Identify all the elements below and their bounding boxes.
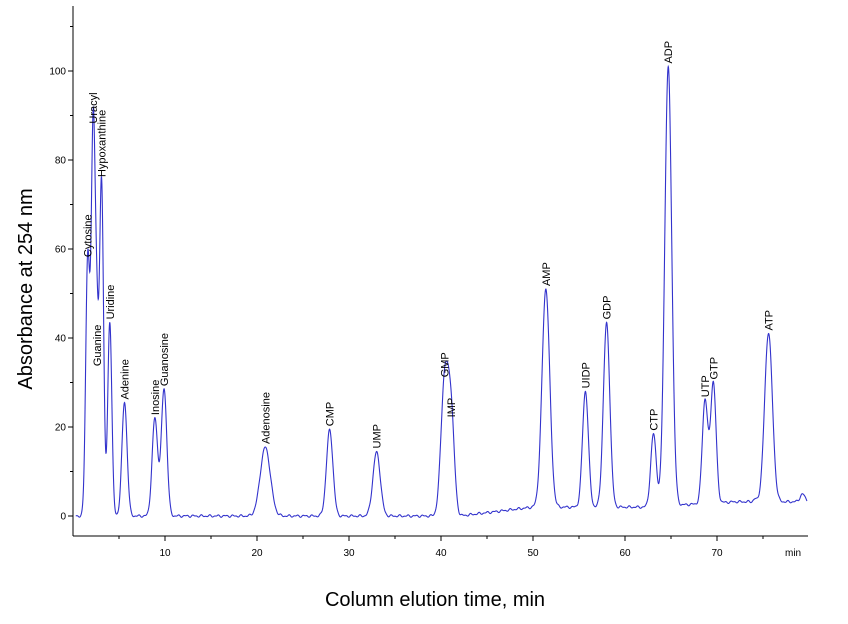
peak-label-atp: ATP [764,310,776,331]
y-tick-label: 80 [55,156,67,167]
x-axis-title: Column elution time, min [325,589,545,611]
peak-label-hypoxanthine: Hypoxanthine [97,110,109,177]
peak-label-imp: IMP [446,398,458,418]
x-tick-label: 70 [711,548,723,559]
peak-label-ctp: CTP [649,409,661,431]
peak-label-cmp: CMP [325,402,337,426]
y-tick-label: 20 [55,423,67,434]
peak-label-inosine: Inosine [150,380,162,415]
peak-label-cytosine: Cytosine [83,214,95,257]
y-axis-title: Absorbance at 254 nm [15,188,37,389]
x-tick-label: 60 [619,548,631,559]
peak-label-uidp: UIDP [580,362,592,388]
peak-label-ump: UMP [372,424,384,448]
x-tick-label: 50 [527,548,539,559]
x-tick-label: 40 [435,548,447,559]
x-tick-label: 30 [343,548,355,559]
y-ticks: 0 20 40 60 80 100 [49,26,73,523]
x-unit-label: min [785,548,801,559]
y-tick-label: 60 [55,245,67,256]
x-tick-label: 10 [159,548,171,559]
peak-label-utp: UTP [700,375,712,397]
peak-label-guanine: Guanine [92,325,104,367]
peak-label-gmp: GMP [440,352,452,377]
peak-label-adenosine: Adenosine [260,392,272,444]
peak-label-guanosine: Guanosine [159,333,171,386]
peak-label-adp: ADP [663,41,675,64]
peak-label-uracyl: Uracyl [88,92,100,123]
y-tick-label: 40 [55,334,67,345]
y-tick-label: 0 [60,512,66,523]
x-tick-label: 20 [251,548,263,559]
y-tick-label: 100 [49,67,66,78]
peak-label-adenine: Adenine [120,359,132,399]
peak-labels: Cytosine Uracyl Guanine Hypoxanthine Uridine… [83,41,776,449]
peak-label-gtp: GTP [708,357,720,380]
x-ticks: 10 20 30 40 50 60 70 [118,536,764,559]
chromatogram-trace [75,64,808,518]
peak-label-amp: AMP [541,262,553,286]
chart-axes [72,6,808,537]
peak-label-uridine: Uridine [105,285,117,320]
peak-label-gdp: GDP [602,296,614,320]
